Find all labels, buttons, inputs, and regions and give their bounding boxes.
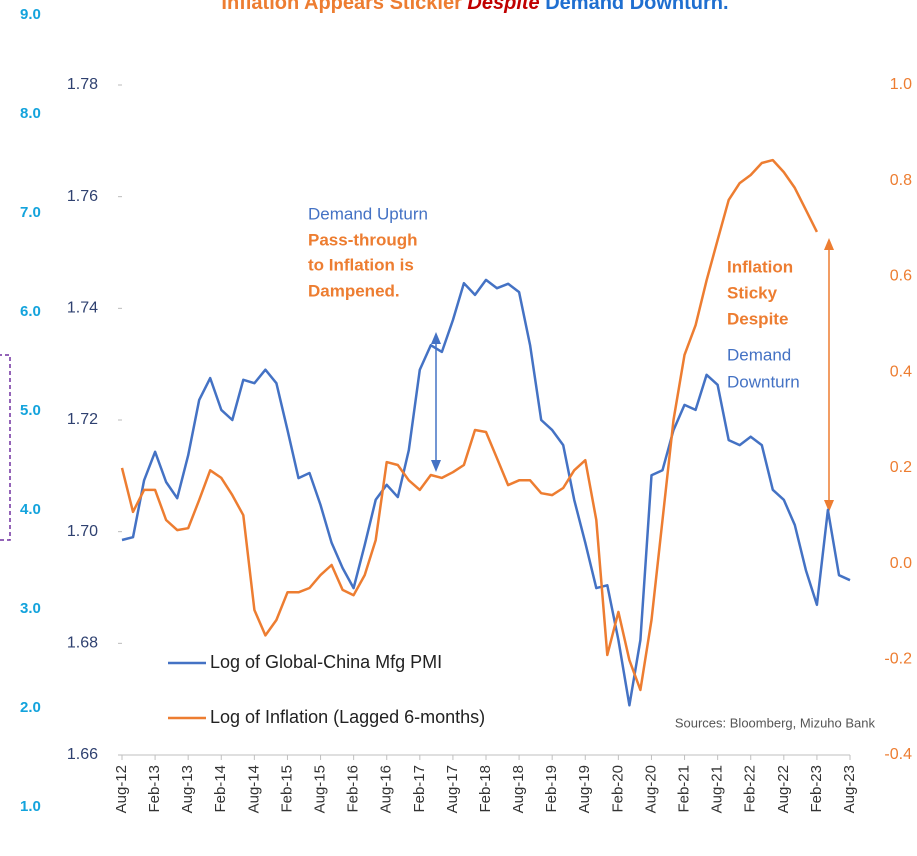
annotation: to Inflation is xyxy=(308,255,414,274)
legend-label: Log of Inflation (Lagged 6-months) xyxy=(210,707,485,727)
y3-tick-label: 1.0 xyxy=(20,798,41,815)
title-part: Demand Downturn. xyxy=(540,0,729,14)
y-tick-label: 1.74 xyxy=(67,300,98,317)
x-tick-label: Aug-14 xyxy=(245,765,262,813)
x-tick-label: Aug-18 xyxy=(510,765,527,813)
title-part: Inflation Appears Stickier xyxy=(221,0,467,14)
x-tick-label: Aug-15 xyxy=(312,765,329,813)
legend-label: Log of Global-China Mfg PMI xyxy=(210,652,442,672)
arrow-blue xyxy=(431,332,441,472)
source: Sources: Bloomberg, Mizuho Bank xyxy=(675,715,876,730)
title-part: Despite xyxy=(467,0,539,14)
annotation: Demand xyxy=(727,345,791,364)
y3-tick-label: 4.0 xyxy=(20,501,41,518)
annotation: Dampened. xyxy=(308,281,400,300)
y3-tick-label: 2.0 xyxy=(20,699,41,716)
series-line xyxy=(121,278,851,707)
annotation: Inflation xyxy=(727,257,793,276)
x-tick-label: Aug-22 xyxy=(775,765,792,813)
x-tick-label: Aug-16 xyxy=(378,765,395,813)
y-tick-label: 1.76 xyxy=(67,188,98,205)
chart-title: Inflation Appears Stickier Despite Deman… xyxy=(221,0,728,14)
x-tick-label: Feb-18 xyxy=(477,765,494,813)
x-tick-label: Feb-17 xyxy=(411,765,428,813)
y-tick-label: 1.70 xyxy=(67,523,98,540)
y3-tick-label: 8.0 xyxy=(20,105,41,122)
y3-tick-label: 3.0 xyxy=(20,600,41,617)
x-tick-label: Feb-16 xyxy=(345,765,362,813)
x-tick-label: Feb-22 xyxy=(742,765,759,813)
y-tick-label: 1.78 xyxy=(67,76,98,93)
y2-tick-label: -0.4 xyxy=(884,746,912,763)
annotation: Downturn xyxy=(727,372,800,391)
y3-tick-label: 5.0 xyxy=(20,402,41,419)
x-tick-label: Feb-21 xyxy=(676,765,693,813)
y2-tick-label: 1.0 xyxy=(890,76,912,93)
y-tick-label: 1.72 xyxy=(67,411,98,428)
x-tick-label: Aug-17 xyxy=(444,765,461,813)
x-tick-label: Feb-15 xyxy=(278,765,295,813)
y3-tick-label: 6.0 xyxy=(20,303,41,320)
arrow-orange xyxy=(824,238,834,512)
x-tick-label: Aug-19 xyxy=(576,765,593,813)
y-tick-label: 1.66 xyxy=(67,746,98,763)
y2-tick-label: 0.6 xyxy=(890,268,912,285)
x-tick-label: Aug-23 xyxy=(841,765,858,813)
y2-tick-label: 0.4 xyxy=(890,363,912,380)
x-tick-label: Aug-13 xyxy=(179,765,196,813)
y2-tick-label: -0.2 xyxy=(884,651,912,668)
x-tick-label: Aug-20 xyxy=(642,765,659,813)
series-line xyxy=(120,158,819,692)
x-tick-label: Aug-21 xyxy=(709,765,726,813)
annotation: Demand Upturn xyxy=(308,204,428,223)
y2-tick-label: 0.8 xyxy=(890,172,912,189)
y2-tick-label: 0.0 xyxy=(890,555,912,572)
y2-tick-label: 0.2 xyxy=(890,459,912,476)
y3-tick-label: 7.0 xyxy=(20,204,41,221)
y3-tick-label: 9.0 xyxy=(20,6,41,23)
annotation: Despite xyxy=(727,309,788,328)
annotation: Pass-through xyxy=(308,230,418,249)
y-tick-label: 1.68 xyxy=(67,635,98,652)
annotation: Sticky xyxy=(727,283,778,302)
x-tick-label: Feb-23 xyxy=(808,765,825,813)
dashed-box xyxy=(0,354,11,541)
x-tick-label: Feb-19 xyxy=(543,765,560,813)
x-tick-label: Feb-14 xyxy=(212,765,229,813)
x-tick-label: Feb-13 xyxy=(146,765,163,813)
x-tick-label: Feb-20 xyxy=(609,765,626,813)
x-tick-label: Aug-12 xyxy=(113,765,130,813)
